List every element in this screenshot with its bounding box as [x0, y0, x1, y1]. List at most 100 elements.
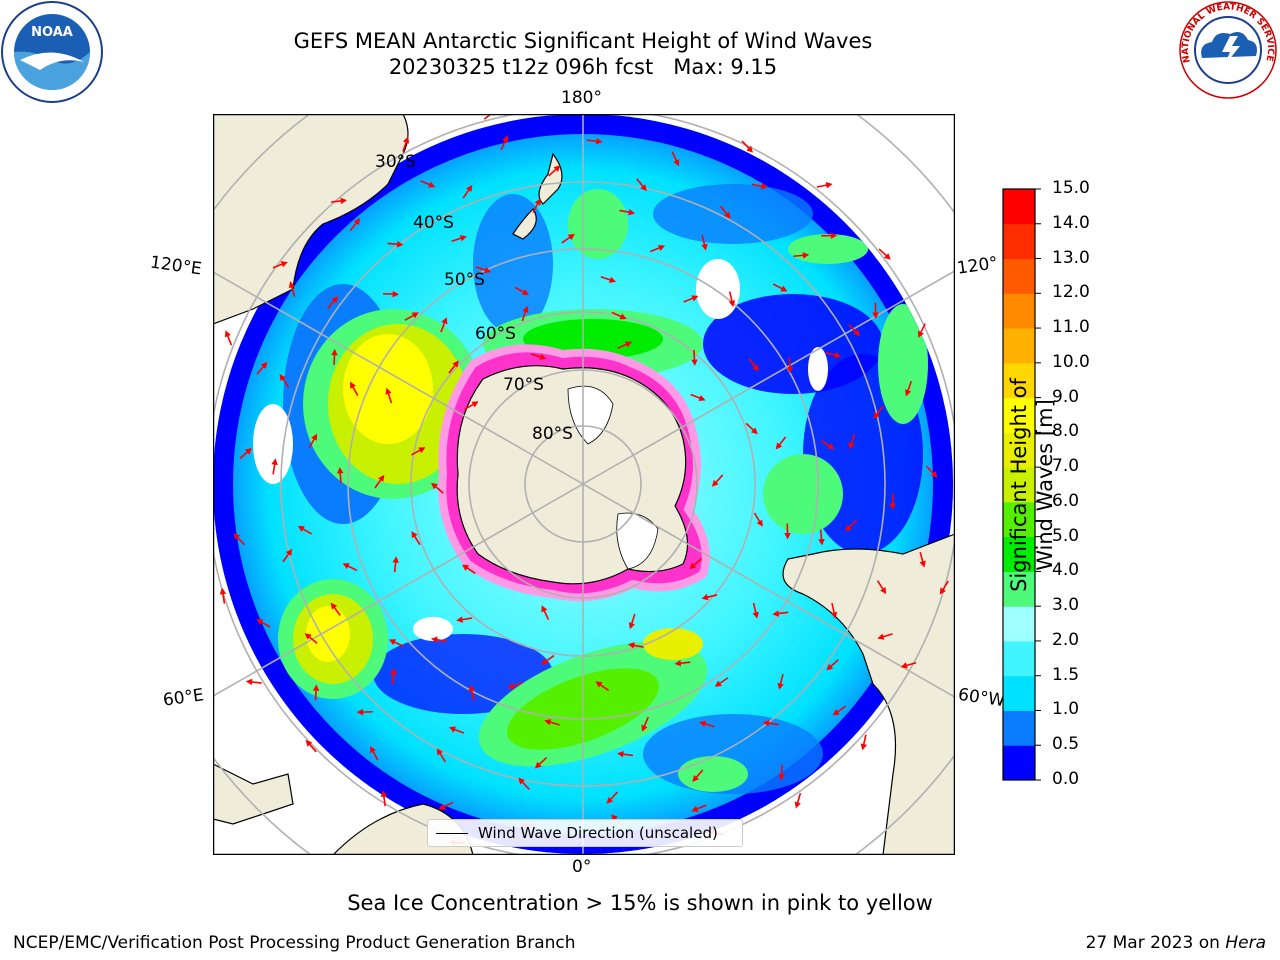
colorbar-tick-label: 1.0: [1052, 699, 1080, 720]
footer-credit: NCEP/EMC/Verification Post Processing Pr…: [13, 933, 576, 953]
sea-ice-caption: Sea Ice Concentration > 15% is shown in …: [347, 891, 933, 915]
colorbar-tick-label: 1.5: [1052, 664, 1080, 685]
colorbar-segment: [1003, 467, 1035, 503]
wind-wave-arrow: [411, 531, 421, 546]
footer-date: 27 Mar 2023 on Hera: [1086, 933, 1266, 953]
wind-wave-arrow: [919, 551, 926, 568]
wind-wave-arrow: [392, 556, 399, 573]
wind-wave-arrow: [462, 184, 473, 199]
wind-wave-arrow: [628, 613, 636, 630]
wind-wave-arrow: [540, 654, 555, 665]
wind-wave-arrow: [461, 564, 476, 575]
wind-wave-arrow: [873, 405, 884, 419]
lat-label-40s: 40°S: [413, 213, 454, 233]
colorbar-segment: [1003, 606, 1035, 642]
lon-label-120e: 120°E: [148, 252, 203, 280]
wind-wave-arrow: [385, 387, 393, 404]
wind-wave-arrow: [600, 276, 617, 283]
wind-wave-arrows: [219, 114, 949, 846]
colorbar-tick-label: 2.0: [1052, 629, 1080, 650]
colorbar-segment: [1003, 745, 1035, 781]
wind-wave-arrow: [641, 716, 649, 732]
colorbar-segment: [1003, 258, 1035, 294]
map-subtitle: 20230325 t12z 096h fcst Max: 9.15: [388, 55, 778, 79]
lon-label-120w: 120°: [955, 253, 1000, 279]
colorbar-segment: [1003, 571, 1035, 607]
wind-wave-arrow: [312, 684, 320, 701]
wind-wave-arrow: [224, 330, 233, 346]
wind-wave-arrow: [507, 682, 523, 690]
wind-wave-arrow: [794, 792, 802, 809]
legend-line-icon: [436, 832, 468, 834]
wind-wave-arrow: [877, 633, 893, 640]
colorbar-tick-label: 15.0: [1052, 178, 1090, 198]
wind-wave-arrow: [595, 681, 610, 692]
wind-wave-arrow: [219, 587, 227, 604]
wind-wave-arrow: [821, 232, 838, 239]
wind-wave-arrow: [518, 777, 530, 790]
wind-wave-arrow: [751, 182, 768, 190]
wind-wave-arrow: [370, 746, 379, 761]
wind-wave-arrow: [356, 708, 373, 716]
colorbar-tick-label: 6.0: [1052, 490, 1080, 511]
wind-wave-arrow: [468, 684, 475, 701]
wind-wave-arrow: [711, 474, 724, 487]
colorbar-tick-label: 10.0: [1052, 351, 1090, 372]
wind-wave-arrow: [720, 205, 731, 219]
wind-wave-arrow: [475, 266, 492, 274]
wind-wave-arrow: [830, 602, 838, 619]
wind-wave-arrow: [514, 286, 530, 296]
wind-wave-arrow: [683, 295, 699, 303]
wind-wave-arrow: [233, 533, 245, 546]
wind-wave-arrow: [374, 474, 385, 489]
wind-wave-arrow: [611, 311, 627, 320]
wind-wave-arrow: [256, 618, 271, 628]
wind-wave-arrow: [793, 252, 810, 259]
wind-wave-arrow: [775, 436, 787, 450]
wind-wave-arrow: [532, 198, 541, 213]
wind-wave-arrow: [350, 381, 359, 396]
wind-wave-arrow: [404, 312, 419, 321]
wind-wave-arrow: [436, 748, 447, 763]
wind-wave-arrow: [889, 493, 896, 510]
colorbar-segment: [1003, 640, 1035, 677]
wind-wave-arrow: [818, 529, 825, 546]
colorbar-segment: [1003, 328, 1035, 364]
wind-wave-arrow: [448, 360, 459, 374]
nws-logo: NATIONAL WEATHER SERVICE: [1179, 1, 1277, 99]
wind-wave-arrow: [331, 197, 348, 205]
wind-wave-arrow: [606, 791, 618, 804]
wind-wave-arrow: [690, 393, 706, 402]
lon-label-180: 180°: [561, 88, 602, 108]
wind-wave-arrow: [297, 525, 312, 535]
colorbar-tick-label: 0.0: [1052, 769, 1080, 789]
lon-label-0: 0°: [572, 857, 592, 877]
wind-wave-arrow: [279, 373, 290, 388]
wind-wave-arrow: [741, 140, 754, 153]
lon-label-60e: 60°E: [161, 685, 206, 711]
wind-wave-arrow: [699, 720, 715, 728]
wind-wave-arrow: [430, 636, 447, 643]
map-title: GEFS MEAN Antarctic Significant Height o…: [293, 29, 873, 53]
wind-wave-arrow: [762, 719, 779, 727]
wind-wave-arrow: [380, 790, 388, 807]
wind-wave-arrow: [561, 233, 575, 244]
wind-wave-arrow: [305, 739, 317, 753]
colorbar-tick-label: 14.0: [1052, 212, 1090, 233]
wind-wave-arrow: [308, 433, 318, 448]
wind-wave-arrow: [327, 296, 339, 309]
colorbar-tick-label: 12.0: [1052, 282, 1090, 303]
wind-wave-arrow: [500, 135, 509, 151]
wind-wave-arrow: [336, 466, 344, 483]
legend-label: Wind Wave Direction (unscaled): [478, 824, 718, 842]
wind-wave-arrow: [772, 283, 788, 292]
wind-wave-arrow: [701, 234, 708, 251]
wind-wave-arrow: [619, 208, 636, 216]
colorbar-tick-label: 4.0: [1052, 560, 1080, 581]
wind-wave-arrow: [331, 348, 338, 365]
wind-wave-arrow: [451, 235, 467, 243]
wind-wave-arrow: [431, 482, 444, 494]
wind-wave-arrow: [848, 324, 860, 337]
colorbar-tick-label: 13.0: [1052, 247, 1090, 268]
wind-wave-arrow: [627, 642, 644, 649]
